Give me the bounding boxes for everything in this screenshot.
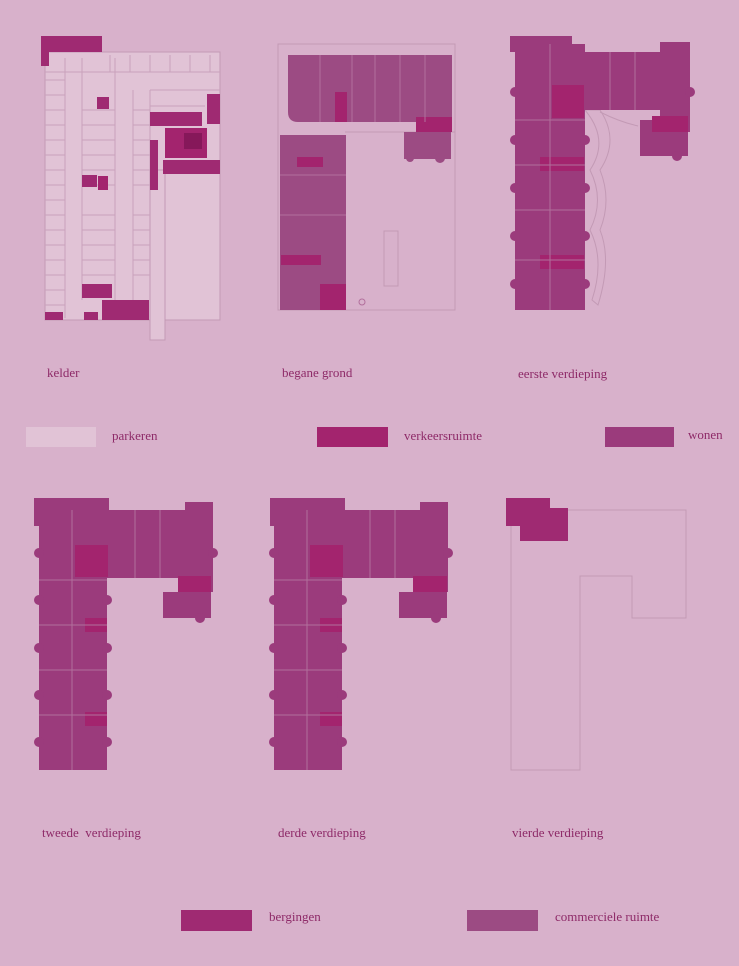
caption-derde-verdieping: derde verdieping [278, 825, 366, 840]
parkeren-zone [44, 51, 221, 341]
caption-tweede-verdieping: tweede verdieping [42, 825, 141, 840]
caption-kelder: kelder [47, 365, 80, 380]
verkeersruimte-zones [98, 128, 207, 190]
legend-swatch-commerciele-ruimte [467, 910, 538, 931]
legend-swatches [26, 427, 674, 931]
plan-derde-verdieping [269, 498, 453, 770]
caption-begane-grond: begane grond [282, 365, 353, 380]
wonen-zones [270, 498, 448, 770]
legend-label-commerciele-ruimte: commerciele ruimte [555, 909, 660, 924]
wonen-zones [34, 498, 213, 770]
commerciele-ruimte-zones [280, 55, 452, 310]
legend-label-parkeren: parkeren [112, 428, 158, 443]
bergingen-zones [506, 498, 568, 541]
legend-label-bergingen: bergingen [269, 909, 321, 924]
plan-tweede-verdieping [34, 498, 218, 770]
plan-begane-grond [277, 43, 456, 311]
bergingen-zones [41, 36, 220, 320]
plan-kelder [41, 36, 221, 341]
verkeersruimte-zones [540, 85, 688, 269]
wonen-zones [510, 36, 690, 310]
legend-swatch-wonen [605, 427, 674, 447]
legend-swatch-bergingen [181, 910, 252, 931]
legend-label-verkeersruimte: verkeersruimte [404, 428, 482, 443]
caption-vierde-verdieping: vierde verdieping [512, 825, 604, 840]
legend-label-wonen: wonen [688, 427, 723, 442]
legend-swatch-parkeren [26, 427, 96, 447]
plan-eerste-verdieping [510, 36, 695, 310]
caption-eerste-verdieping: eerste verdieping [518, 366, 608, 381]
legend-swatch-verkeersruimte [317, 427, 388, 447]
plan-vierde-verdieping [506, 498, 687, 771]
